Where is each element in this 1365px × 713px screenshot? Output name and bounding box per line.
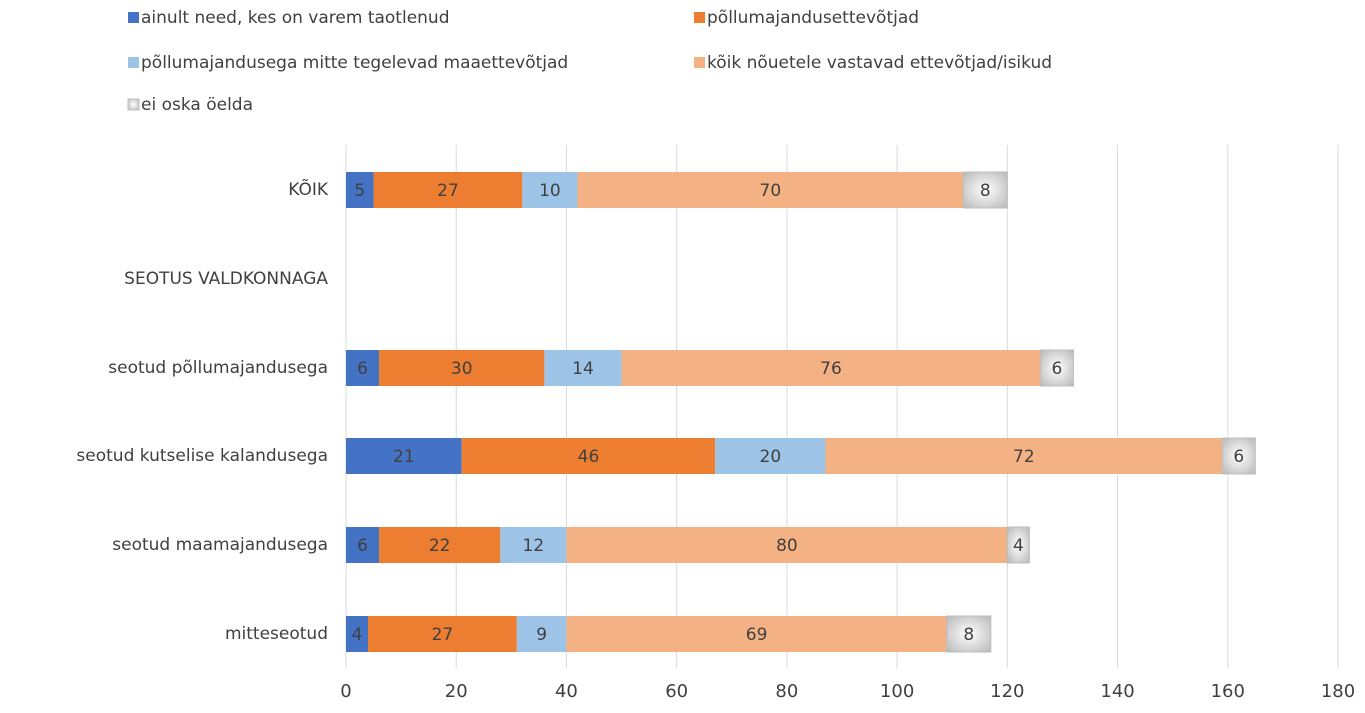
- bar-segment: [962, 171, 1008, 209]
- bar-segment: [946, 615, 992, 653]
- legend-swatch: [128, 12, 139, 23]
- x-tick-label: 100: [880, 681, 914, 702]
- bar-segment: [368, 616, 517, 652]
- y-tick-label: SEOTUS VALDKONNAGA: [124, 269, 328, 289]
- bar-segment: [461, 438, 716, 474]
- data-label: 6: [1233, 447, 1244, 467]
- data-label: 6: [357, 359, 368, 379]
- y-tick-label: mitteseotud: [225, 624, 328, 644]
- x-tick-label: 40: [555, 681, 578, 702]
- bar-segment: [373, 172, 523, 208]
- bar-segment: [346, 527, 380, 563]
- data-label: 70: [760, 181, 782, 201]
- bar-segment: [346, 350, 380, 386]
- data-label: 72: [1013, 447, 1035, 467]
- bar-segment: [346, 438, 462, 474]
- legend-label: kõik nõuetele vastavad ettevõtjad/isikud: [707, 53, 1052, 73]
- x-tick-label: 0: [340, 681, 351, 702]
- data-label: 12: [523, 536, 545, 556]
- data-label: 4: [1013, 536, 1024, 556]
- data-label: 5: [354, 181, 365, 201]
- y-tick-label: seotud maamajandusega: [112, 535, 328, 555]
- data-label: 14: [572, 359, 594, 379]
- legend-label: põllumajandusettevõtjad: [707, 8, 919, 28]
- bar-segment: [500, 527, 567, 563]
- legend-swatch: [128, 57, 139, 68]
- x-tick-label: 140: [1100, 681, 1134, 702]
- x-tick-label: 60: [665, 681, 688, 702]
- bar-segment: [577, 172, 964, 208]
- bar-segment: [715, 438, 826, 474]
- x-tick-label: 180: [1321, 681, 1355, 702]
- legend-label: põllumajandusega mitte tegelevad maaette…: [141, 53, 568, 73]
- y-tick-label: seotud kutselise kalandusega: [76, 446, 328, 466]
- data-label: 10: [539, 181, 561, 201]
- bar-segment: [1006, 526, 1030, 564]
- bar-segment: [544, 350, 622, 386]
- bar-segment: [379, 350, 545, 386]
- data-label: 8: [963, 625, 974, 645]
- data-label: 27: [432, 625, 454, 645]
- bar-segment: [1039, 349, 1074, 387]
- bar-segment: [1221, 437, 1256, 475]
- bar-segment: [566, 616, 947, 652]
- data-label: 30: [451, 359, 473, 379]
- y-tick-label: seotud põllumajandusega: [108, 358, 328, 378]
- legend-label: ei oska öelda: [141, 95, 253, 115]
- data-label: 76: [820, 359, 842, 379]
- data-label: 69: [746, 625, 768, 645]
- data-label: 6: [357, 536, 368, 556]
- bar-segment: [522, 172, 578, 208]
- data-label: 9: [536, 625, 547, 645]
- bar-segment: [621, 350, 1041, 386]
- bar-segment: [379, 527, 501, 563]
- bar-segment: [346, 616, 369, 652]
- x-tick-label: 80: [775, 681, 798, 702]
- data-label: 46: [578, 447, 600, 467]
- data-label: 4: [352, 625, 363, 645]
- x-tick-label: 160: [1211, 681, 1245, 702]
- data-label: 22: [429, 536, 451, 556]
- bar-segment: [516, 616, 567, 652]
- bar-segment: [825, 438, 1223, 474]
- bar-segment: [566, 527, 1008, 563]
- data-label: 80: [776, 536, 798, 556]
- legend-label: ainult need, kes on varem taotlenud: [141, 8, 450, 28]
- data-label: 27: [437, 181, 459, 201]
- legend-swatch: [694, 57, 705, 68]
- y-tick-label: KÕIK: [288, 178, 329, 200]
- data-label: 21: [393, 447, 415, 467]
- x-tick-label: 20: [445, 681, 468, 702]
- legend-swatch: [127, 98, 140, 111]
- data-label: 20: [760, 447, 782, 467]
- bar-segment: [346, 172, 374, 208]
- x-tick-label: 120: [990, 681, 1024, 702]
- data-label: 8: [980, 181, 991, 201]
- legend-swatch: [694, 12, 705, 23]
- data-label: 6: [1052, 359, 1063, 379]
